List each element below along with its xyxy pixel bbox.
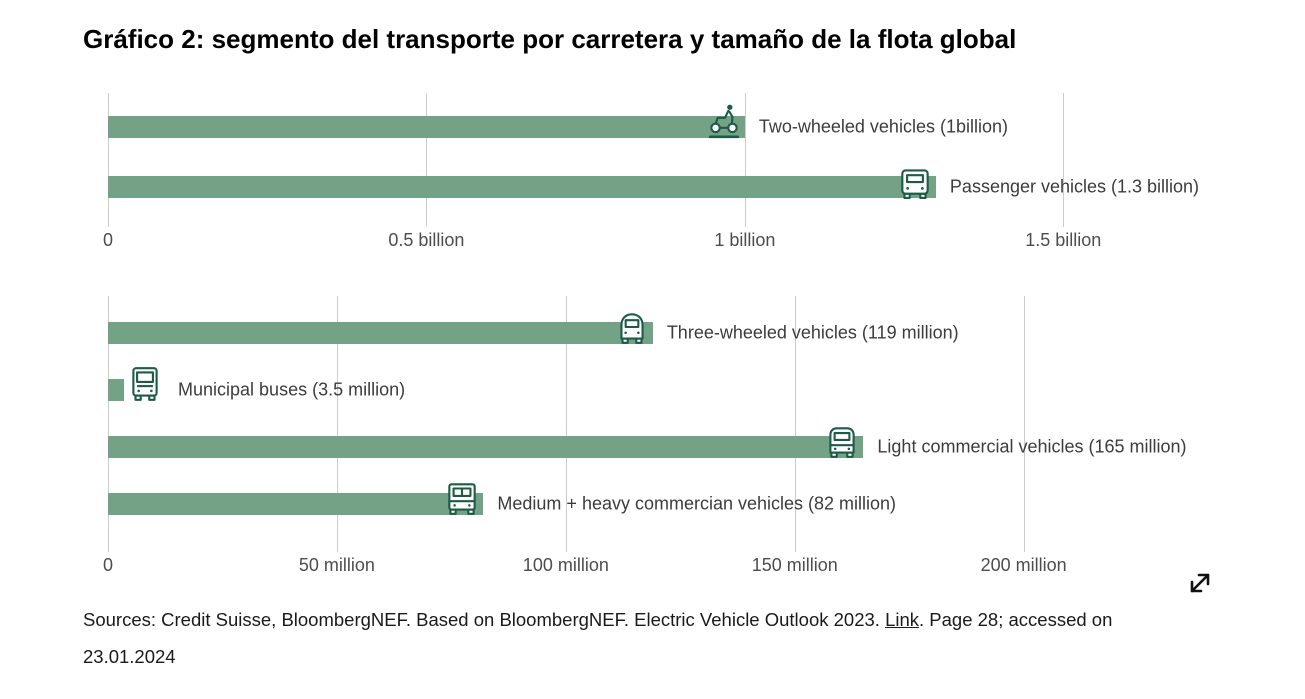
chart-x-axis: 0 50 million 100 million 150 million 200 mil… [103, 555, 1248, 581]
gridline [794, 296, 796, 552]
axis-tick-label: 0 [102, 555, 114, 575]
bar [108, 435, 864, 458]
gridline [1023, 296, 1025, 552]
gridline [336, 296, 338, 552]
bar-row: Three-wheeled vehicles (119 million) [108, 304, 1248, 361]
bar [108, 116, 745, 138]
scooter-icon [705, 102, 743, 140]
bar-label: Municipal buses (3.5 million) [178, 379, 406, 399]
car-icon [896, 162, 934, 200]
source-date: 23.01.2024 [83, 646, 176, 667]
gridline [426, 93, 428, 227]
axis-tick-label: 200 million [980, 555, 1067, 575]
gridline [108, 296, 109, 552]
gridline [565, 296, 567, 552]
bar-row: Municipal buses (3.5 million) [108, 361, 1248, 418]
gridline [744, 93, 746, 227]
source-link[interactable]: Link [885, 609, 920, 630]
page-title: Gráfico 2: segmento del transporte por c… [83, 24, 1017, 54]
axis-tick-label: 0.5 billion [388, 230, 465, 250]
bus-icon [126, 365, 164, 403]
axis-tick-label: 100 million [522, 555, 609, 575]
bar [108, 492, 484, 515]
bar-label: Medium + heavy commercian vehicles (82 m… [497, 493, 897, 513]
bar-label: Two-wheeled vehicles (1billion) [758, 116, 1008, 137]
chart-plot-area: Two-wheeled vehicles (1billion) Passenger… [108, 93, 1248, 227]
axis-tick-label: 50 million [298, 555, 375, 575]
expand-diagonal-icon[interactable] [1184, 567, 1216, 599]
bar-label: Passenger vehicles (1.3 billion) [949, 176, 1200, 197]
bar-label: Light commercial vehicles (165 million) [877, 436, 1187, 456]
bar-row: Medium + heavy commercian vehicles (82 m… [108, 475, 1248, 532]
bar-row: Two-wheeled vehicles (1billion) [108, 97, 1248, 157]
chart-x-axis: 0 0.5 billion 1 billion 1.5 billion [103, 230, 1248, 256]
bar-label: Three-wheeled vehicles (119 million) [666, 322, 959, 342]
bar-row: Passenger vehicles (1.3 billion) [108, 157, 1248, 217]
axis-tick-label: 150 million [751, 555, 838, 575]
gridline [1063, 93, 1065, 227]
chart-fleet-billions: Two-wheeled vehicles (1billion) Passenger… [103, 93, 1248, 256]
axis-tick-label: 1.5 billion [1025, 230, 1102, 250]
gridline [108, 93, 109, 227]
bar [108, 378, 125, 401]
axis-tick-label: 1 billion [714, 230, 776, 250]
source-text-suffix: . Page 28; accessed on [919, 609, 1113, 630]
source-text: Sources: Credit Suisse, BloombergNEF. Ba… [83, 609, 886, 630]
chart-plot-area: Three-wheeled vehicles (119 million) Muni… [108, 296, 1248, 552]
truck-icon [443, 479, 481, 517]
bar [108, 321, 653, 344]
source-note: Sources: Credit Suisse, BloombergNEF. Ba… [83, 601, 1248, 675]
three-wheeler-icon [613, 308, 651, 346]
chart-fleet-millions: Three-wheeled vehicles (119 million) Muni… [103, 296, 1248, 581]
van-icon [823, 422, 861, 460]
bar-row: Light commercial vehicles (165 million) [108, 418, 1248, 475]
axis-tick-label: 0 [102, 230, 114, 250]
bar [108, 176, 936, 198]
